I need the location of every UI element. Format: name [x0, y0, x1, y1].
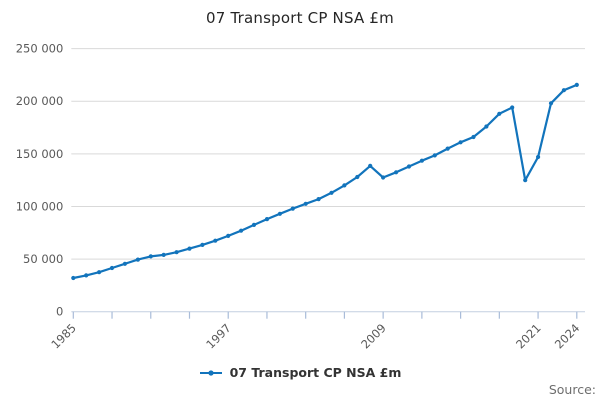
data-point [445, 146, 450, 151]
x-axis-tick-label: 2009 [358, 321, 389, 352]
data-point [187, 246, 192, 251]
data-point [200, 242, 205, 247]
legend: 07 Transport CP NSA £m [0, 365, 600, 380]
y-axis-tick-label: 250 000 [16, 42, 64, 56]
data-point [213, 238, 218, 243]
y-axis-tick-label: 100 000 [16, 199, 64, 213]
data-point [458, 140, 463, 145]
data-point [239, 228, 244, 233]
data-point [419, 158, 424, 163]
data-point [484, 124, 489, 129]
data-point [122, 261, 127, 266]
legend-line-marker-icon [199, 369, 222, 376]
data-point [561, 88, 567, 93]
data-point [109, 265, 115, 271]
data-point [523, 178, 528, 183]
data-point [303, 201, 308, 206]
data-point [368, 163, 373, 168]
y-axis-tick-label: 200 000 [16, 94, 64, 108]
y-axis-tick-label: 50 000 [23, 252, 63, 266]
y-axis-tick-label: 0 [56, 305, 63, 319]
data-point [148, 254, 153, 259]
data-point [355, 174, 360, 180]
data-line [72, 83, 578, 280]
data-point [226, 233, 231, 238]
legend-label: 07 Transport CP NSA £m [229, 365, 402, 380]
data-point [406, 164, 412, 169]
data-point [394, 170, 399, 175]
data-point [548, 101, 554, 106]
data-point [342, 183, 347, 188]
data-point [71, 275, 76, 281]
source-label: Source: [548, 382, 596, 397]
data-point [97, 270, 102, 275]
data-point [329, 190, 334, 195]
data-point [251, 222, 257, 227]
chart-title: 07 Transport CP NSA £m [206, 9, 394, 27]
x-axis-tick-label: 2021 [513, 321, 544, 352]
x-axis-tick-label: 1997 [203, 321, 234, 352]
data-point [510, 105, 515, 110]
data-point [277, 211, 282, 216]
data-point [290, 206, 295, 211]
data-point [381, 175, 386, 180]
data-point [135, 257, 140, 262]
data-point [84, 273, 89, 278]
x-axis-tick-label: 1985 [48, 321, 79, 352]
y-axis-tick-label: 150 000 [16, 147, 64, 161]
data-point [497, 111, 502, 116]
data-point [264, 217, 270, 222]
data-point [574, 82, 579, 87]
data-point [316, 197, 321, 202]
data-point [471, 134, 476, 140]
x-axis-tick-label: 2024 [552, 321, 583, 352]
data-point [174, 250, 179, 255]
data-point [161, 252, 166, 257]
data-point [536, 154, 541, 160]
data-point [432, 153, 437, 158]
